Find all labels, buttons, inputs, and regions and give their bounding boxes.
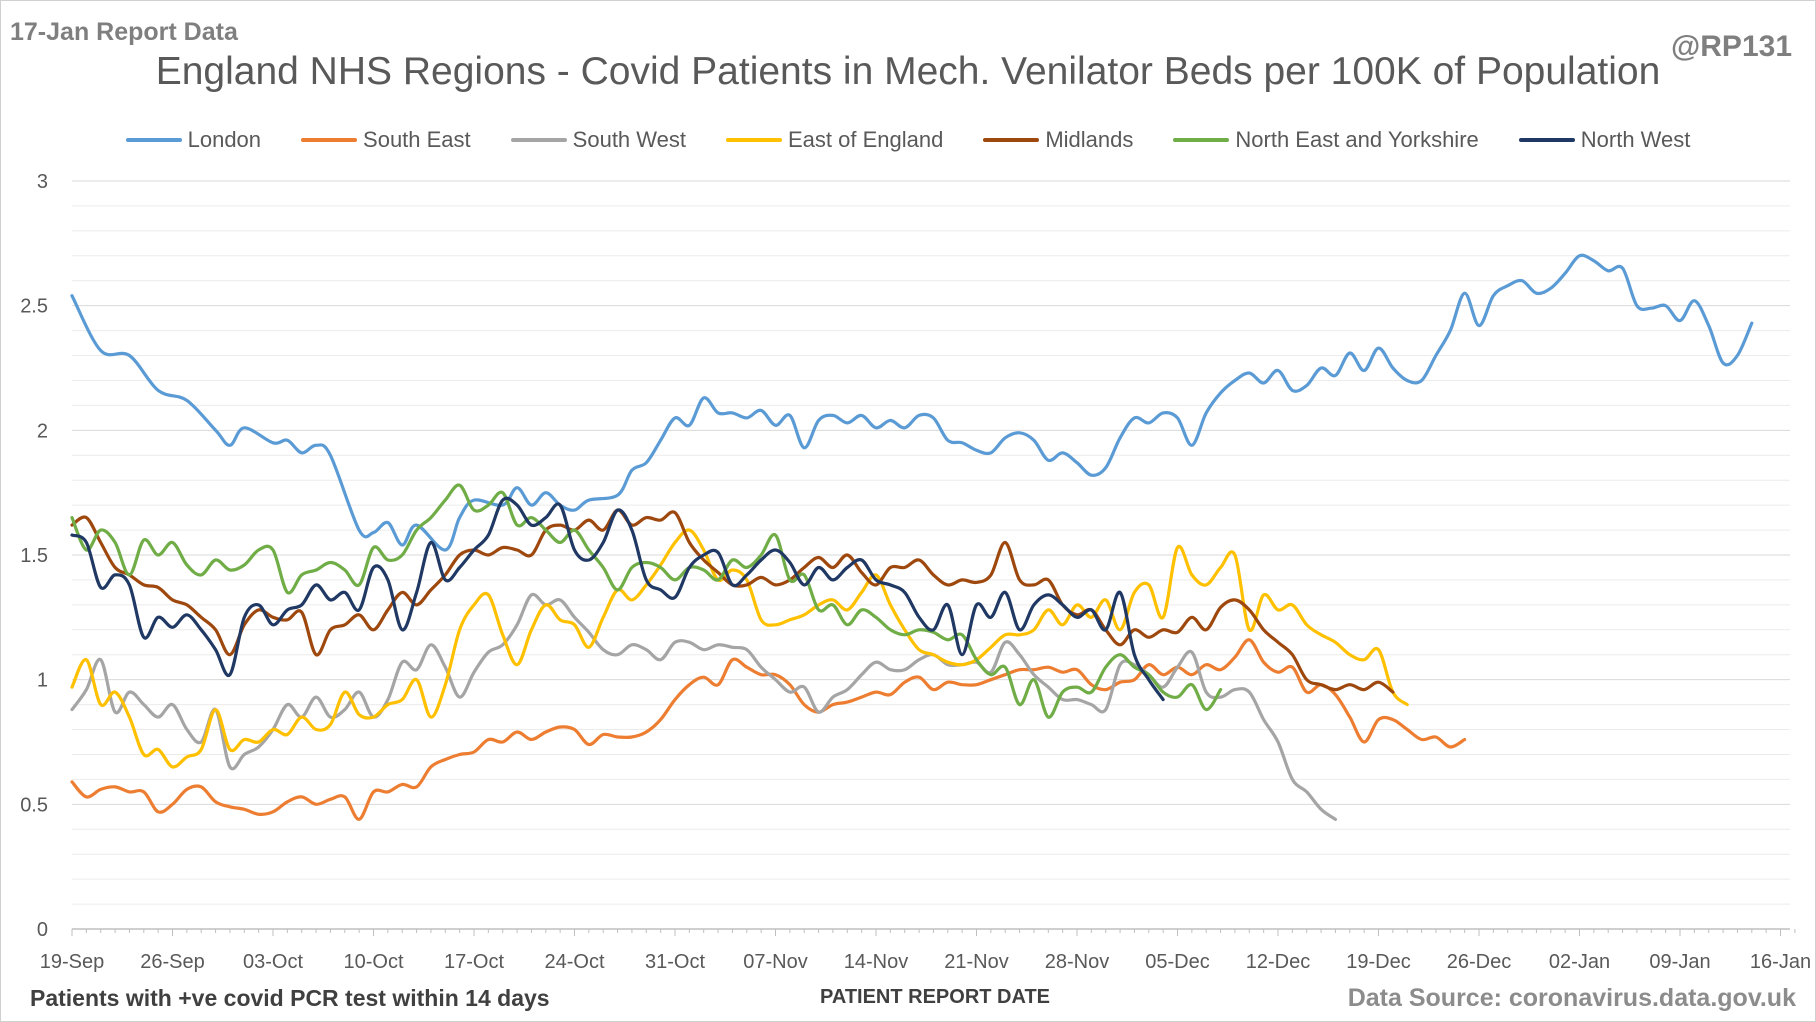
series-line-london [70, 253, 1754, 552]
legend-swatch-north-east-and-yorkshire [1173, 138, 1230, 142]
legend-item-east-of-england: East of England [726, 127, 943, 153]
legend-label-south-east: South East [363, 127, 471, 152]
x-tick-label: 31-Oct [645, 951, 705, 973]
y-tick-label: 1.5 [20, 545, 48, 567]
legend-item-midlands: Midlands [983, 127, 1133, 153]
y-tick-label: 0.5 [20, 794, 48, 816]
series-line-north-east-and-yorkshire [70, 483, 1223, 719]
series-line-south-west [70, 592, 1337, 821]
x-tick-label: 17-Oct [444, 951, 504, 973]
y-tick-label: 0 [37, 919, 48, 941]
legend-item-north-west: North West [1518, 127, 1691, 153]
legend-item-south-west: South West [510, 127, 686, 153]
legend-swatch-north-west [1518, 138, 1575, 142]
series-line-midlands [70, 508, 1395, 694]
data-source-note: Data Source: coronavirus.data.gov.uk [1347, 984, 1796, 1012]
legend-swatch-london [125, 138, 182, 142]
x-tick-label: 12-Dec [1246, 951, 1310, 973]
legend-label-east-of-england: East of England [788, 127, 944, 152]
report-date-label: 17-Jan Report Data [10, 18, 238, 46]
x-tick-label: 07-Nov [743, 951, 807, 973]
x-tick-label: 28-Nov [1045, 951, 1109, 973]
legend-label-london: London [187, 127, 262, 152]
y-tick-label: 3 [37, 171, 48, 193]
x-tick-label: 16-Jan [1750, 951, 1811, 973]
legend-label-south-west: South West [572, 127, 686, 152]
x-axis-title: PATIENT REPORT DATE [820, 986, 1050, 1008]
legend-swatch-south-east [301, 138, 358, 142]
series-line-north-west [70, 496, 1165, 702]
legend-swatch-south-west [510, 138, 567, 142]
y-tick-label: 1 [37, 670, 48, 692]
legend-label-north-west: North West [1580, 127, 1691, 152]
chart-title: England NHS Regions - Covid Patients in … [155, 50, 1661, 93]
legend-label-midlands: Midlands [1045, 127, 1134, 152]
x-tick-label: 05-Dec [1145, 951, 1209, 973]
x-tick-label: 21-Nov [944, 951, 1008, 973]
author-handle: @RP131 [1671, 30, 1792, 63]
legend-item-london: London [125, 127, 262, 153]
legend-swatch-east-of-england [726, 138, 782, 142]
x-tick-label: 10-Oct [343, 951, 403, 973]
x-tick-label: 03-Oct [243, 951, 303, 973]
series-line-east-of-england [70, 528, 1409, 769]
x-tick-label: 26-Sep [140, 951, 205, 973]
legend-swatch-midlands [983, 138, 1040, 142]
footnote-note: Patients with +ve covid PCR test within … [30, 985, 550, 1011]
legend-label-north-east-and-yorkshire: North East and Yorkshire [1235, 127, 1479, 152]
x-tick-label: 19-Sep [40, 951, 105, 973]
legend-item-north-east-and-yorkshire: North East and Yorkshire [1173, 127, 1479, 153]
x-tick-label: 19-Dec [1346, 951, 1410, 973]
x-tick-label: 24-Oct [544, 951, 604, 973]
x-tick-label: 02-Jan [1549, 951, 1610, 973]
x-tick-label: 09-Jan [1649, 951, 1710, 973]
chart-legend: London South East South West East of Eng… [0, 124, 1816, 156]
y-tick-label: 2.5 [20, 296, 48, 318]
y-tick-label: 2 [37, 420, 48, 442]
x-tick-label: 26-Dec [1447, 951, 1511, 973]
legend-item-south-east: South East [301, 127, 471, 153]
x-tick-label: 14-Nov [844, 951, 908, 973]
